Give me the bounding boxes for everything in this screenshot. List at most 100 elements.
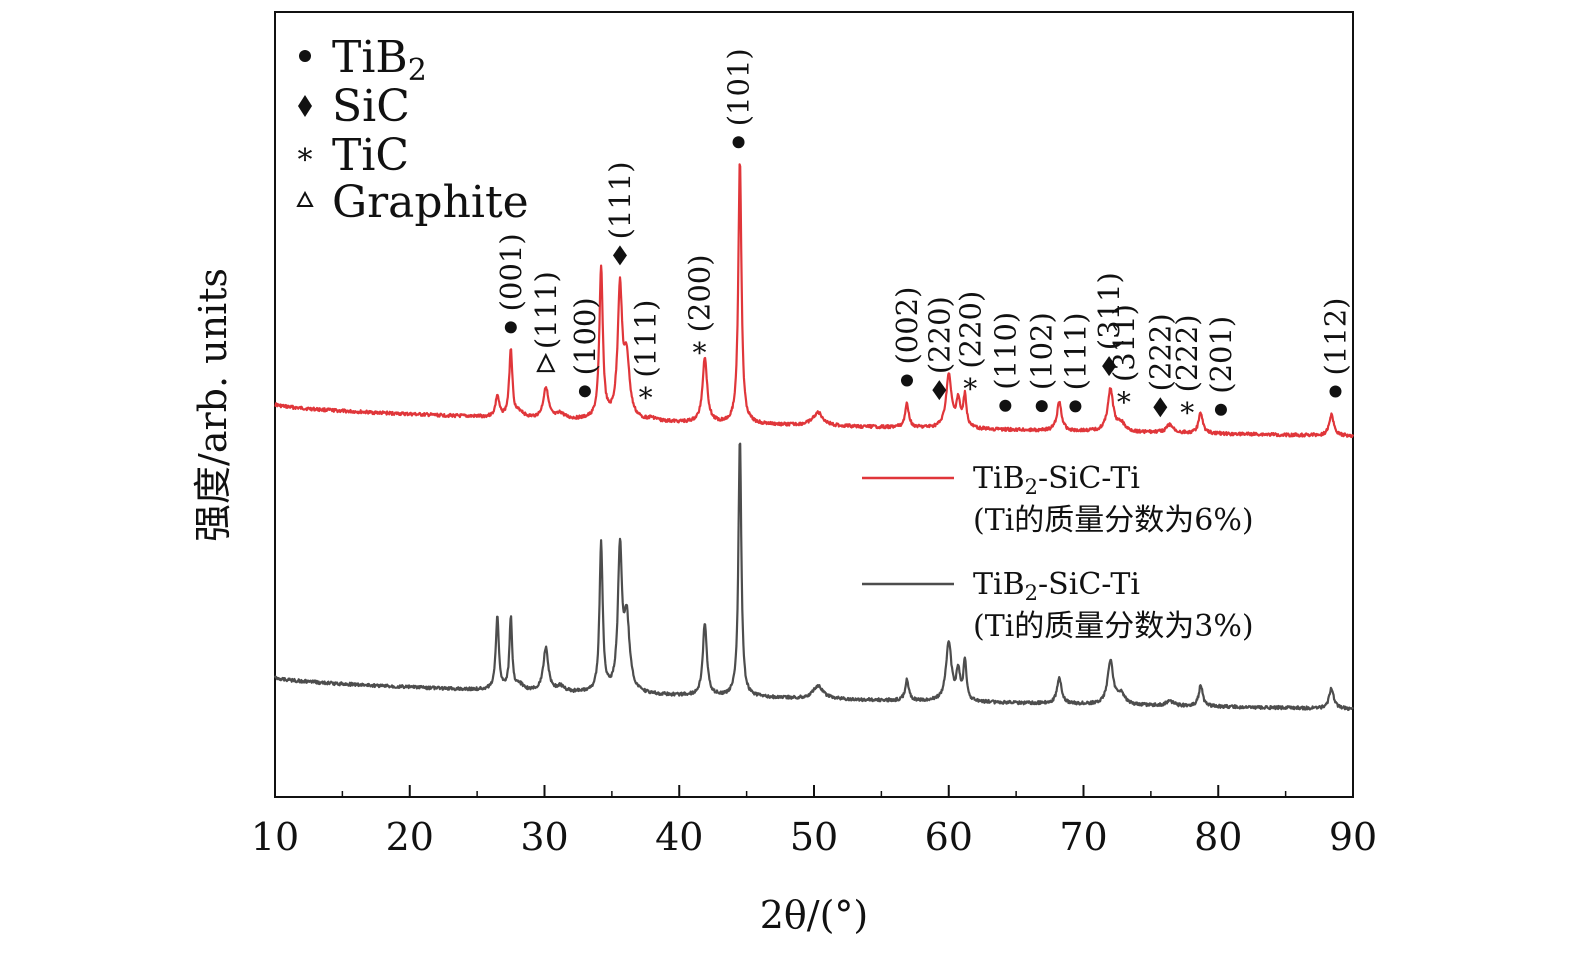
peak-annotation: (220) [922, 296, 956, 401]
phase-legend-label: SiC [332, 81, 410, 132]
peak-annotation: (111) [529, 271, 563, 373]
filled-circle-icon [578, 385, 591, 398]
peak-annotation: (002) [890, 287, 924, 387]
x-tick-label: 80 [1194, 815, 1242, 859]
phase-legend: TiB2 SiC * TiC Graphite [296, 32, 529, 228]
peak-annotation: (111) [1058, 312, 1092, 413]
peak-annotation: (111) [603, 161, 637, 266]
filled-diamond-icon [932, 380, 947, 401]
phase-legend-label: TiC [332, 130, 409, 181]
peak-label: (111) [629, 300, 663, 378]
series-group [273, 163, 1355, 712]
y-axis-title: 强度/arb. units [191, 268, 235, 542]
phase-legend-label: TiB [332, 32, 408, 83]
filled-circle-icon [732, 136, 745, 149]
x-tick-label: 30 [520, 815, 568, 859]
svg-text:TiB2-SiC-Ti: TiB2-SiC-Ti [973, 461, 1140, 499]
peak-label: (110) [988, 312, 1022, 390]
peak-annotation: (112) [1318, 297, 1352, 398]
asterisk-icon: * [1180, 396, 1194, 429]
peak-annotation: (311) [1092, 272, 1126, 377]
svg-text:TiB2: TiB2 [332, 32, 427, 88]
x-tick-label: 90 [1329, 815, 1377, 859]
peak-annotation: (100) [568, 297, 602, 398]
phase-legend-item-graphite: Graphite [296, 177, 529, 228]
peak-label: (101) [722, 48, 756, 126]
phase-legend-item-sic: SiC [298, 81, 410, 132]
x-tick-label: 60 [925, 815, 973, 859]
x-tick-label: 10 [251, 815, 299, 859]
peak-annotation: (222) [1143, 313, 1177, 418]
series-legend-label: TiB [973, 567, 1025, 602]
peak-label: (112) [1318, 297, 1352, 375]
asterisk-icon: * [639, 382, 653, 415]
peak-annotations: (001) (111) (100)(111)*(111) *(200)(101)(00… [494, 48, 1353, 429]
open-triangle-icon [536, 352, 556, 373]
peak-label: (102) [1025, 312, 1059, 390]
filled-circle-icon [299, 50, 311, 62]
series-legend-sublabel: (Ti的质量分数为6%) [973, 503, 1254, 538]
peak-annotation: (110) [988, 312, 1022, 412]
x-axis-title: 2θ/(°) [760, 893, 869, 937]
filled-circle-icon [900, 374, 913, 387]
phase-legend-item-tib2: TiB2 [299, 32, 427, 88]
peak-annotation: (201) [1204, 316, 1238, 416]
peak-label: (220) [953, 291, 987, 369]
peak-annotation: * (220) [953, 291, 987, 406]
x-tick-label: 50 [790, 815, 838, 859]
series-legend-sublabel: (Ti的质量分数为3%) [973, 609, 1254, 644]
phase-legend-subscript: 2 [408, 53, 427, 88]
peak-label: (311) [1092, 272, 1126, 350]
peak-annotation: * (111) [629, 300, 663, 415]
peak-label: (100) [568, 297, 602, 375]
peak-label: (220) [922, 296, 956, 374]
open-triangle-icon [296, 190, 314, 207]
peak-annotation: * (222) [1170, 314, 1204, 429]
peak-annotation: * (311) [1107, 304, 1141, 419]
asterisk-icon: * [298, 143, 313, 178]
series-line [274, 163, 1355, 439]
filled-circle-icon [1214, 403, 1227, 416]
series-legend-item-3pct: TiB2-SiC-Ti (Ti的质量分数为3%) [862, 567, 1254, 644]
series-line [273, 442, 1354, 712]
peak-annotation: (101) [722, 48, 756, 149]
peak-label: (311) [1107, 304, 1141, 382]
series-legend-label-rest: -SiC-Ti [1038, 567, 1140, 602]
peak-annotation: * (200) [682, 254, 716, 369]
series-legend-subscript: 2 [1025, 581, 1038, 605]
peak-label: (200) [682, 254, 716, 332]
x-tick-label: 70 [1059, 815, 1107, 859]
peak-label: (001) [494, 233, 528, 311]
peak-annotation: (102) [1025, 312, 1059, 413]
peak-label: (111) [1058, 312, 1092, 390]
peak-label: (002) [890, 287, 924, 365]
asterisk-icon: * [692, 336, 706, 369]
series-legend-label: TiB [973, 461, 1025, 496]
series-legend-item-6pct: TiB2-SiC-Ti (Ti的质量分数为6%) [862, 461, 1254, 538]
phase-legend-label: Graphite [332, 177, 529, 228]
series-legend: TiB2-SiC-Ti (Ti的质量分数为6%) TiB2-SiC-Ti (Ti… [862, 461, 1254, 644]
peak-label: (222) [1143, 313, 1177, 391]
x-tick-label: 20 [386, 815, 434, 859]
filled-diamond-icon [1153, 397, 1168, 418]
peak-label: (111) [529, 271, 563, 349]
peak-label: (222) [1170, 314, 1204, 392]
filled-circle-icon [999, 399, 1012, 412]
filled-diamond-icon [1102, 356, 1117, 377]
x-tick-label: 40 [655, 815, 703, 859]
filled-diamond-icon [612, 245, 627, 266]
phase-legend-item-tic: * TiC [298, 130, 410, 181]
x-axis: 10 20 30 40 50 60 70 80 90 [251, 785, 1377, 859]
filled-circle-icon [504, 321, 517, 334]
filled-circle-icon [1329, 385, 1342, 398]
peak-annotation: (001) [494, 233, 528, 334]
asterisk-icon: * [1117, 386, 1131, 419]
series-legend-label-rest: -SiC-Ti [1038, 461, 1140, 496]
filled-circle-icon [1069, 400, 1082, 413]
asterisk-icon: * [963, 373, 977, 406]
filled-circle-icon [1035, 400, 1048, 413]
series-legend-subscript: 2 [1025, 475, 1038, 499]
peak-label: (201) [1204, 316, 1238, 394]
filled-diamond-icon [298, 95, 312, 117]
